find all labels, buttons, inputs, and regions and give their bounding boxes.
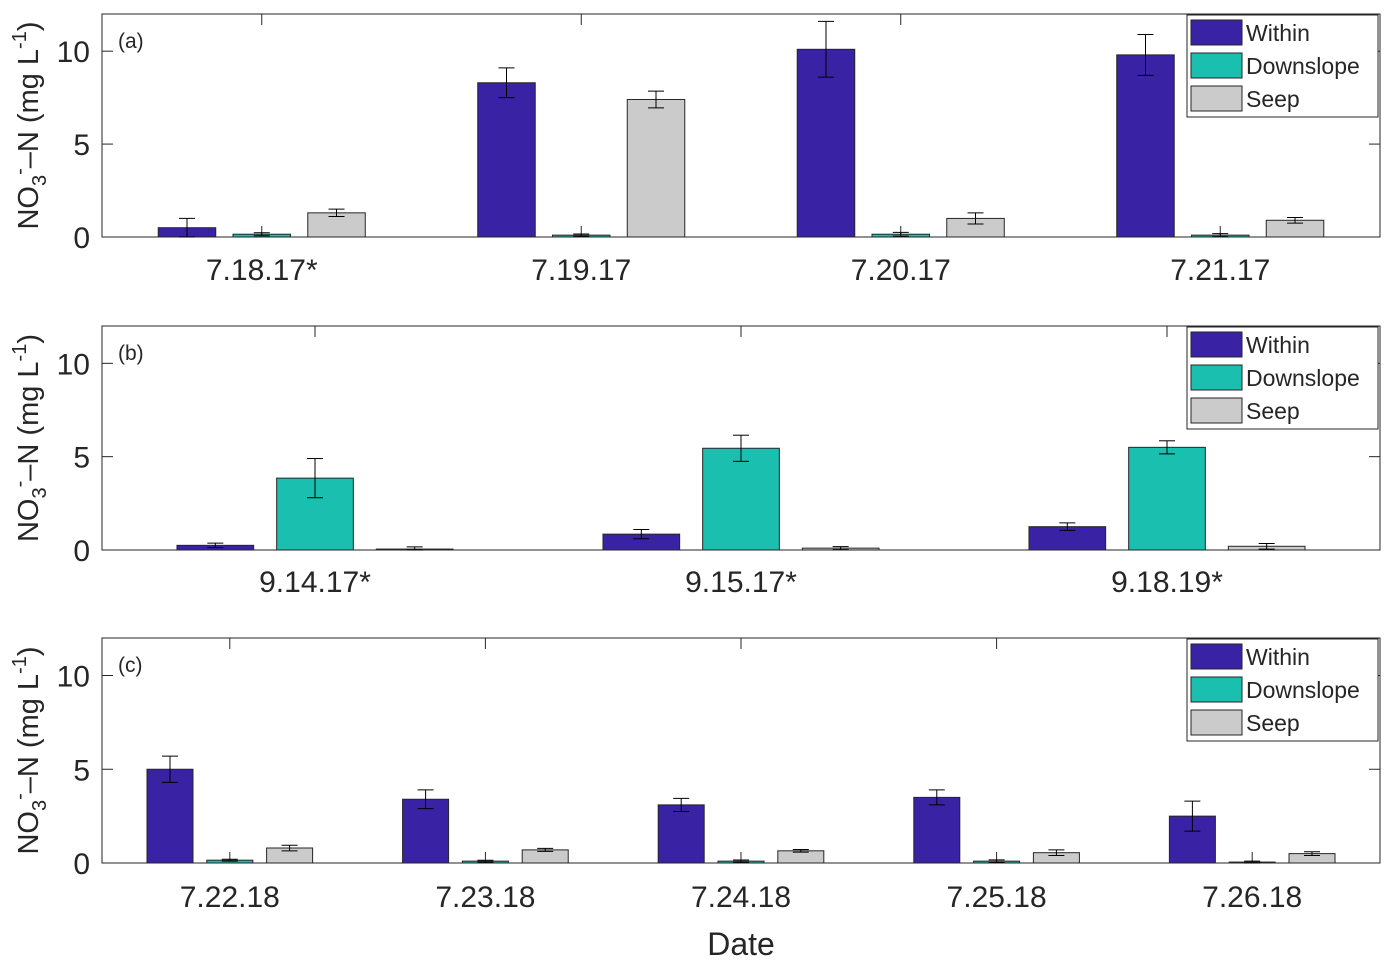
bar-within xyxy=(913,796,961,864)
bar-downslope xyxy=(702,447,780,551)
legend-swatch-downslope xyxy=(1190,676,1243,703)
y-tick-label: 0 xyxy=(73,535,90,568)
bar-within xyxy=(657,804,705,864)
axes-box xyxy=(101,13,1381,238)
bar-seep xyxy=(307,212,366,238)
legend-swatch-seep xyxy=(1190,709,1243,736)
legend-label-seep: Seep xyxy=(1246,86,1300,112)
legend: Within Downslope Seep xyxy=(1186,14,1379,118)
x-category-label: 9.14.17* xyxy=(259,566,371,599)
legend: Within Downslope Seep xyxy=(1186,638,1379,742)
legend-label-downslope: Downslope xyxy=(1246,53,1360,79)
x-category-label: 7.23.18 xyxy=(435,881,535,914)
x-category-label: 7.18.17* xyxy=(206,254,318,287)
bar-within xyxy=(1116,54,1175,238)
y-axis-label: NO3-–N (mg L-1) xyxy=(9,21,51,229)
panel-2: 0 5 10 9.14.17* 9.15.17* 9.18.19* (b) Within Dow… xyxy=(9,325,1381,599)
y-tick-label: 0 xyxy=(73,848,90,881)
y-tick-label: 5 xyxy=(73,129,90,162)
bar-seep xyxy=(777,850,825,864)
bar-seep xyxy=(626,98,686,238)
bar-downslope xyxy=(1128,446,1206,551)
legend-swatch-seep xyxy=(1190,397,1243,424)
y-tick-label: 5 xyxy=(73,442,90,475)
legend-label-within: Within xyxy=(1246,644,1310,670)
y-tick-label: 10 xyxy=(57,348,90,381)
bar-within xyxy=(796,48,856,238)
legend-swatch-downslope xyxy=(1190,364,1243,391)
panel-label: (a) xyxy=(118,30,144,53)
panel-label: (b) xyxy=(118,342,144,365)
legend-label-within: Within xyxy=(1246,332,1310,358)
panel-1: 0 5 10 7.18.17* 7.19.17 7.20.17 7.21.17 (a) With… xyxy=(9,13,1381,287)
legend-swatch-within xyxy=(1190,19,1243,46)
legend-swatch-seep xyxy=(1190,85,1243,112)
legend-label-seep: Seep xyxy=(1246,710,1300,736)
legend-swatch-within xyxy=(1190,331,1243,358)
x-category-label: 7.21.17 xyxy=(1170,254,1270,287)
legend-label-seep: Seep xyxy=(1246,398,1300,424)
y-tick-label: 5 xyxy=(73,754,90,787)
x-category-label: 9.18.19* xyxy=(1111,566,1223,599)
panel-label: (c) xyxy=(118,654,143,677)
legend-label-within: Within xyxy=(1246,20,1310,46)
x-category-label: 7.25.18 xyxy=(947,881,1047,914)
x-category-label: 7.22.18 xyxy=(180,881,280,914)
y-axis-label: NO3-–N (mg L-1) xyxy=(9,334,51,542)
y-tick-label: 0 xyxy=(73,222,90,255)
x-category-label: 9.15.17* xyxy=(685,566,797,599)
legend-label-downslope: Downslope xyxy=(1246,365,1360,391)
legend: Within Downslope Seep xyxy=(1186,326,1379,430)
y-tick-label: 10 xyxy=(57,36,90,69)
y-tick-label: 10 xyxy=(57,661,90,694)
y-axis-label: NO3-–N (mg L-1) xyxy=(9,646,51,854)
x-category-label: 7.19.17 xyxy=(531,254,631,287)
bar-within xyxy=(477,82,536,238)
bar-within xyxy=(146,768,194,864)
legend-swatch-downslope xyxy=(1190,52,1243,79)
panel-3: 0 5 10 7.22.18 7.23.18 7.24.18 7.25.18 7.26.18 (… xyxy=(9,637,1381,914)
x-axis-label: Date xyxy=(707,926,775,962)
legend-swatch-within xyxy=(1190,643,1243,670)
x-category-label: 7.24.18 xyxy=(691,881,791,914)
x-category-label: 7.20.17 xyxy=(851,254,951,287)
x-category-label: 7.26.18 xyxy=(1202,881,1302,914)
legend-label-downslope: Downslope xyxy=(1246,677,1360,703)
